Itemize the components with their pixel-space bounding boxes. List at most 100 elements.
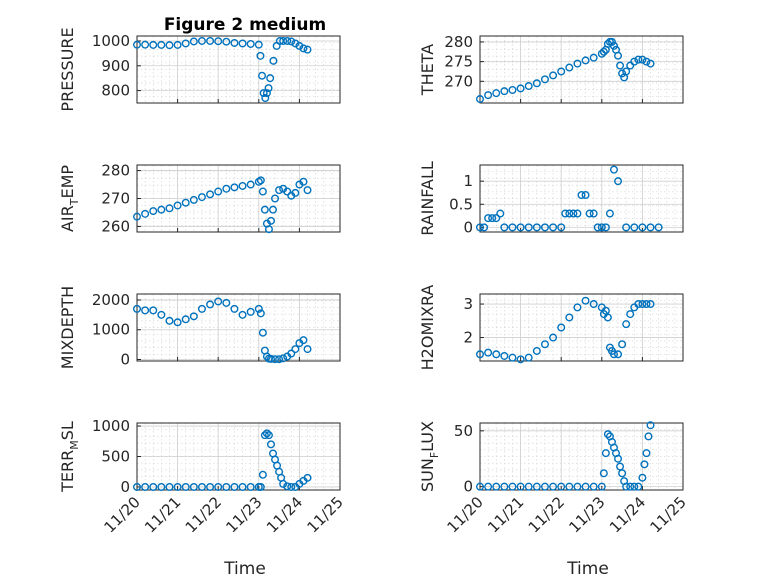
data-point: [181, 198, 190, 207]
data-point: [601, 223, 610, 232]
data-point: [238, 181, 247, 190]
data-point: [618, 69, 627, 78]
data-point: [599, 47, 608, 56]
data-point: [642, 449, 651, 458]
axes-frame: [479, 422, 684, 491]
data-point: [581, 482, 590, 491]
data-point: [275, 36, 284, 45]
x-tick-label: 11/22: [182, 493, 225, 536]
axes-frame: [479, 35, 684, 104]
y-tick-label: 1000: [92, 321, 130, 339]
data-point: [181, 482, 190, 491]
y-axis-label-subscript: M: [68, 440, 81, 450]
data-point: [508, 223, 517, 232]
data-point: [524, 353, 533, 362]
y-tick-label: 0: [120, 478, 130, 496]
data-point: [256, 309, 265, 318]
data-point: [581, 296, 590, 305]
data-point: [500, 223, 509, 232]
x-tick-label: 11/25: [647, 493, 690, 536]
data-point: [132, 482, 141, 491]
data-point: [259, 89, 268, 98]
data-point: [197, 36, 206, 45]
x-tick-label: 11/20: [101, 493, 144, 536]
data-point: [222, 184, 231, 193]
y-axis-label-main: THETA: [418, 44, 437, 96]
y-tick-label: 280: [101, 162, 130, 180]
data-point: [230, 304, 239, 313]
data-point: [287, 37, 296, 46]
data-point: [589, 53, 598, 62]
data-point: [565, 209, 574, 218]
data-point: [256, 176, 265, 185]
data-point: [549, 71, 558, 80]
data-point: [646, 421, 655, 430]
y-tick-label: 2: [463, 329, 473, 347]
data-point: [287, 482, 296, 491]
data-point: [262, 89, 271, 98]
data-point: [173, 482, 182, 491]
data-point: [484, 348, 493, 357]
data-point: [141, 306, 150, 315]
data-point: [279, 36, 288, 45]
data-point: [275, 355, 284, 364]
data-point: [132, 40, 141, 49]
data-point: [197, 482, 206, 491]
data-point: [589, 209, 598, 218]
data-point: [258, 187, 267, 196]
data-point: [597, 482, 606, 491]
data-point: [609, 165, 618, 174]
data-point: [622, 67, 631, 76]
data-point: [589, 300, 598, 309]
data-point: [654, 223, 663, 232]
data-point: [476, 95, 485, 104]
data-point: [601, 449, 610, 458]
y-axis-label-main: TERR: [58, 450, 77, 493]
data-point: [646, 300, 655, 309]
data-point: [603, 313, 612, 322]
data-point: [616, 462, 625, 471]
data-point: [524, 82, 533, 91]
data-point: [516, 355, 525, 364]
data-point: [264, 84, 273, 93]
y-axis-label: PRESSURE: [58, 27, 77, 111]
data-point: [508, 482, 517, 491]
data-point: [573, 303, 582, 312]
data-point: [646, 59, 655, 68]
data-point: [279, 354, 288, 363]
data-point: [569, 209, 578, 218]
y-tick-label: 280: [444, 33, 473, 51]
data-point: [626, 482, 635, 491]
data-point: [484, 214, 493, 223]
data-point: [565, 63, 574, 72]
data-point: [480, 223, 489, 232]
x-tick-label: 11/21: [484, 493, 527, 536]
data-point: [258, 71, 267, 80]
data-point: [165, 316, 174, 325]
data-point: [271, 355, 280, 364]
data-point: [189, 37, 198, 46]
data-point: [549, 333, 558, 342]
data-point: [557, 323, 566, 332]
data-point: [516, 482, 525, 491]
data-point: [303, 45, 312, 54]
data-point: [269, 205, 278, 214]
data-point: [492, 89, 501, 98]
data-point: [254, 304, 263, 313]
data-point: [622, 482, 631, 491]
data-point: [644, 432, 653, 441]
data-point: [238, 310, 247, 319]
y-axis-label-subscript: F: [428, 452, 441, 458]
y-axis-label-main: H2OMIXRA: [418, 285, 437, 371]
data-point: [149, 482, 158, 491]
data-point: [165, 204, 174, 213]
data-point: [638, 223, 647, 232]
data-point: [640, 460, 649, 469]
data-point: [492, 482, 501, 491]
data-point: [484, 482, 493, 491]
data-point: [476, 223, 485, 232]
x-tick-label: 11/22: [525, 493, 568, 536]
y-axis-label: THETA: [418, 44, 437, 96]
data-point: [500, 87, 509, 96]
